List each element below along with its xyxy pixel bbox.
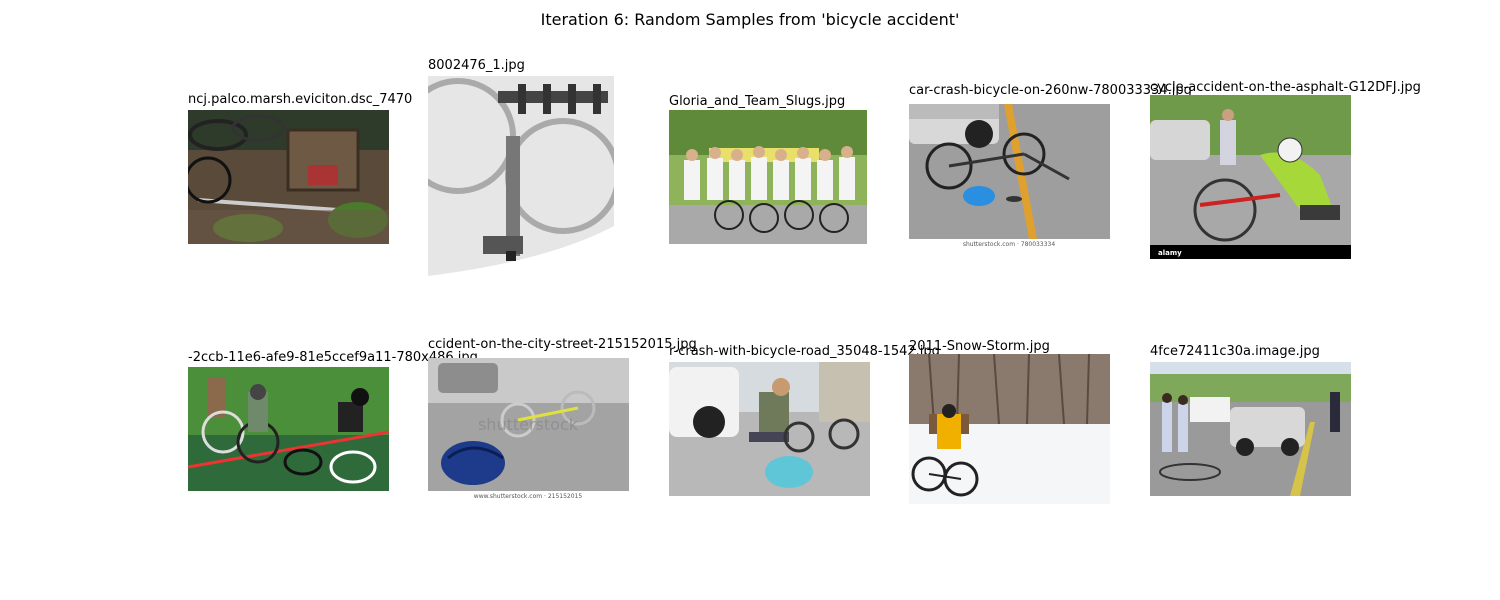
sample-image-asphalt-accident: alamy — [1150, 95, 1351, 259]
figure-title: Iteration 6: Random Samples from 'bicycl… — [540, 10, 960, 29]
sample-title: 4fce72411c30a.image.jpg — [1150, 344, 1320, 359]
sample-title: 2011-Snow-Storm.jpg — [909, 339, 1050, 354]
sample-title: Gloria_and_Team_Slugs.jpg — [669, 94, 846, 109]
sample-title: r-crash-with-bicycle-road_35048-1542.jpg — [669, 344, 940, 359]
sample-image-team-photo — [669, 110, 867, 244]
sample-title: 8002476_1.jpg — [428, 58, 525, 73]
watermark-text: www.shutterstock.com · 215152015 — [474, 493, 583, 500]
watermark-text: alamy — [1158, 249, 1182, 257]
sample-title: ncj.palco.marsh.eviciton.dsc_7470 — [188, 92, 413, 107]
svg-text:shutterstock: shutterstock — [478, 415, 579, 434]
sample-image-snow-storm — [909, 354, 1110, 504]
sample-image-bmx-crash — [188, 367, 389, 491]
sample-title: -2ccb-11e6-afe9-81e5ccef9a11-780x486.jpg — [188, 350, 478, 365]
sample-image-bike-rack — [428, 76, 614, 276]
sample-image-city-street: shutterstock www.shutterstock.com · 2151… — [428, 358, 629, 500]
sample-title: cycle-accident-on-the-asphalt-G12DFJ.jpg — [1150, 80, 1421, 95]
sample-image-debris — [188, 110, 389, 244]
sample-title: car-crash-bicycle-on-260nw-780033334.jpg — [909, 83, 1192, 98]
sample-title: ccident-on-the-city-street-215152015.jpg — [428, 337, 697, 352]
sample-image-street-scene — [1150, 362, 1351, 496]
sample-image-car-crash: shutterstock.com · 780033334 — [909, 104, 1110, 249]
sample-image-road-crash — [669, 362, 870, 496]
watermark-text: shutterstock.com · 780033334 — [963, 241, 1056, 248]
